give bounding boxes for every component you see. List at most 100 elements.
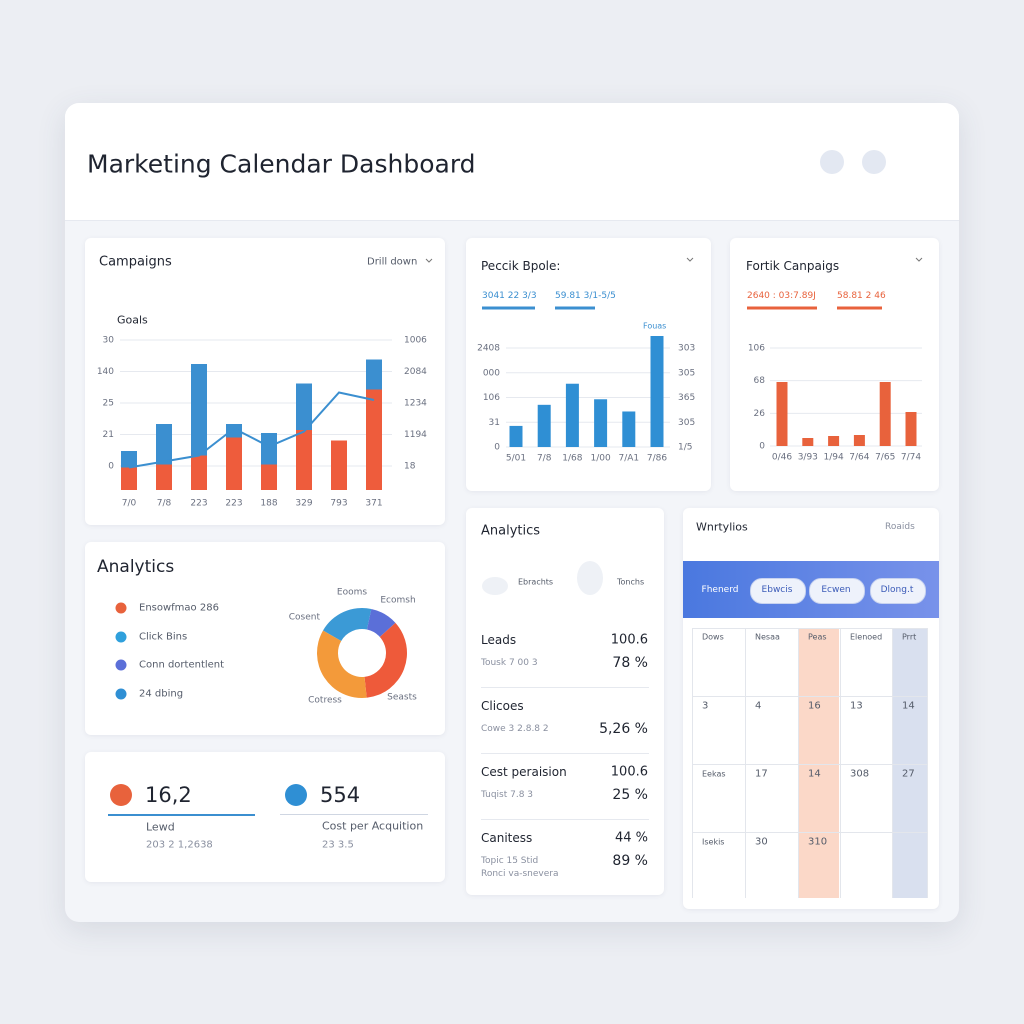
- calendar-cell: 310: [808, 836, 828, 848]
- bar: [650, 336, 664, 447]
- calendar-cell: Eekas: [702, 769, 726, 779]
- calendar-cell: 30: [755, 836, 768, 848]
- metric-sub: Topic 15 Stid: [481, 856, 539, 866]
- grid-row: [692, 696, 927, 697]
- x-tick-label: 188: [260, 499, 277, 509]
- chevron: [425, 258, 433, 263]
- tab-label: Dlong.t: [880, 585, 914, 595]
- y-tick-label: 25: [103, 399, 114, 409]
- x-tick-label: 7/64: [849, 453, 869, 463]
- donut-slice: [317, 630, 367, 698]
- column-header: Elenoed: [850, 632, 883, 642]
- x-tick-label: 7/74: [901, 453, 921, 463]
- grid-col: [745, 628, 746, 898]
- dropdown[interactable]: Roaids: [885, 522, 915, 532]
- metric-name: Leads: [481, 633, 517, 647]
- calendar-cell: 3: [702, 700, 709, 712]
- x-tick-label: 7/A1: [618, 454, 639, 464]
- metric-name: Canitess: [481, 831, 533, 845]
- metrics-panel: [466, 508, 664, 895]
- donut-label: Ecomsh: [380, 596, 415, 606]
- y-tick-label: 1234: [404, 399, 427, 409]
- kpi-icon: [285, 784, 307, 806]
- highlight-column: [892, 628, 927, 898]
- peak-panel: [466, 238, 711, 491]
- donut-label: Seasts: [387, 693, 417, 703]
- legend-marker: [115, 602, 127, 614]
- x-tick-label: 371: [365, 499, 382, 509]
- bar: [261, 464, 277, 490]
- legend-label: 58.81 2 46: [837, 291, 886, 301]
- panel-title: Analytics: [97, 557, 175, 577]
- bar: [594, 399, 608, 447]
- x-tick-label: 223: [190, 499, 207, 509]
- tab-label: Ecwen: [821, 585, 851, 595]
- kpi-underline: [280, 814, 428, 815]
- column-header: Peas: [808, 632, 827, 642]
- x-tick-label: 329: [295, 499, 312, 509]
- x-tick-label: 7/8: [537, 454, 552, 464]
- divider: [481, 819, 649, 820]
- kpi-label: Cost per Acquition: [322, 819, 424, 833]
- icon-button[interactable]: [820, 150, 844, 174]
- panel-title: Peccik Bpole:: [481, 259, 561, 273]
- x-tick-label: 1/00: [590, 454, 610, 464]
- bar: [622, 411, 636, 447]
- legend-label: 59.81 3/1-5/5: [555, 291, 616, 301]
- donut-slice: [364, 622, 407, 698]
- x-tick-label: 7/0: [122, 499, 137, 509]
- bar: [156, 464, 172, 490]
- tab[interactable]: Ebrachts: [518, 577, 554, 587]
- divider: [481, 753, 649, 754]
- bar: [802, 438, 814, 446]
- legend-label: Conn dortentlent: [139, 659, 225, 671]
- y-tick-label: 365: [678, 393, 695, 403]
- x-tick-label: 1/68: [562, 454, 582, 464]
- legend-label: 3041 22 3/3: [482, 291, 537, 301]
- panel-title: Fortik Canpaigs: [746, 259, 840, 273]
- icon-button[interactable]: [862, 150, 886, 174]
- y-tick-label: 0: [494, 443, 500, 453]
- metric-name: Clicoes: [481, 699, 524, 713]
- y-tick-label: 0: [759, 442, 765, 452]
- metric-percent: 89 %: [612, 853, 648, 869]
- metric-percent: 5,26 %: [599, 721, 648, 737]
- grid-row: [692, 832, 927, 833]
- bar: [226, 437, 242, 490]
- legend-label: 24 dbing: [139, 688, 184, 699]
- bar: [121, 467, 137, 490]
- tab[interactable]: [750, 578, 806, 604]
- forth-panel: [730, 238, 939, 491]
- y-tick-label: 0: [108, 462, 114, 472]
- dropdown[interactable]: Drill down: [367, 256, 418, 268]
- y-tick-label: 26: [754, 409, 766, 419]
- kpi-icon: [110, 784, 132, 806]
- metric-percent: 25 %: [612, 787, 648, 803]
- donut-slice: [323, 608, 372, 641]
- panel-title: Campaigns: [99, 254, 172, 270]
- calendar-cell: 308: [850, 768, 870, 780]
- y-tick-label: 21: [103, 430, 114, 440]
- y-tick-label: 2408: [477, 344, 500, 354]
- calendar-cell: 17: [755, 768, 768, 780]
- y-tick-label: 30: [103, 336, 115, 346]
- bar: [879, 382, 891, 446]
- tab[interactable]: Tonchs: [617, 577, 645, 587]
- grid-col: [892, 628, 893, 898]
- tab[interactable]: [809, 578, 865, 604]
- x-tick-label: 793: [330, 499, 347, 509]
- bar: [565, 383, 579, 447]
- kpi-value: 16,2: [145, 783, 192, 807]
- header: [65, 103, 959, 221]
- x-tick-label: 5/01: [506, 454, 526, 464]
- x-tick-label: 0/46: [772, 453, 792, 463]
- donut-slice: [366, 608, 396, 637]
- kpi-sub: 23 3.5: [322, 839, 354, 851]
- metric-percent: 78 %: [612, 655, 648, 671]
- bar: [331, 440, 347, 490]
- legend-label: 2640 : 03:7.89J: [747, 291, 816, 301]
- metric-sub: Tuqist 7.8 3: [481, 790, 534, 800]
- tab[interactable]: [870, 578, 926, 604]
- calendar-cell: 16: [808, 700, 821, 712]
- metric-value: 44 %: [614, 830, 648, 846]
